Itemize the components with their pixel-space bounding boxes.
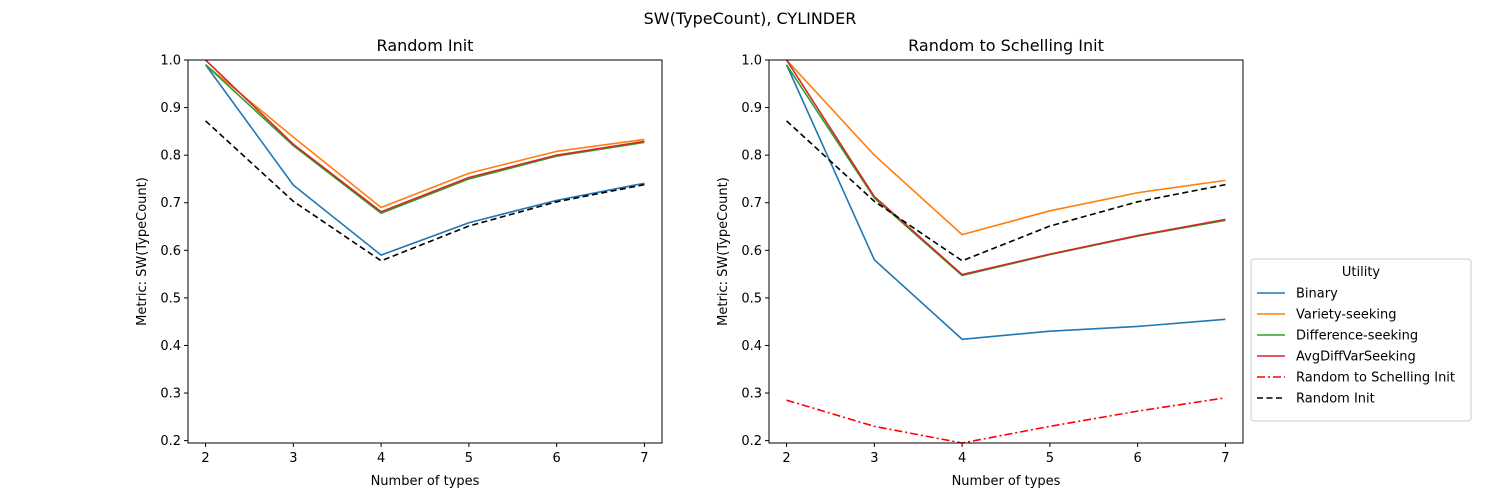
legend-label: Variety-seeking [1296,308,1396,323]
x-axis-label: Number of types [952,474,1061,489]
x-axis-label: Number of types [371,474,480,489]
axes-frame [768,59,1244,444]
chart-panels: 2 3 4 5 6 7 0.2 0.3 0.4 0.5 0.6 0.7 0.8 0.9 1.0 Random … [135,36,1244,489]
series-line-binary [785,64,1226,341]
legend-label: Random Init [1296,392,1375,407]
legend-label: Random to Schelling Init [1296,371,1455,386]
y-tick-label: 1.0 [741,54,762,69]
x-tick-label: 5 [1046,451,1054,466]
x-tick-label: 4 [377,451,385,466]
series-line-variety-seeking [785,60,1226,236]
legend-label: AvgDiffVarSeeking [1296,350,1416,365]
y-tick-label: 0.9 [160,101,181,116]
series-line-random-init [205,120,645,262]
chart-panel-1: 2 3 4 5 6 7 0.2 0.3 0.4 0.5 0.6 0.7 0.8 0.9 1.0 Random … [135,36,663,489]
legend-entry: Random Init [1257,392,1375,407]
x-tick-label: 7 [640,451,648,466]
series-lines [204,60,645,262]
legend-entry: AvgDiffVarSeeking [1257,350,1416,365]
legend-title: Utility [1342,265,1381,280]
x-tick-label: 5 [465,451,473,466]
x-tick-label: 7 [1221,451,1229,466]
y-tick-label: 0.7 [741,196,762,211]
y-tick-label: 0.2 [741,434,762,449]
legend-box [1250,258,1472,422]
series-line-random-to-schelling-init [786,397,1226,443]
x-tick-label: 2 [782,451,790,466]
y-tick-label: 0.8 [741,149,762,164]
y-tick-label: 0.5 [160,291,181,306]
series-line-avgdiffvarseeking [785,60,1226,276]
x-tick-label: 3 [289,451,297,466]
series-line-avgdiffvarseeking [205,60,645,213]
x-tick-label: 6 [553,451,561,466]
legend-label: Binary [1296,287,1338,302]
y-tick-label: 0.2 [160,434,181,449]
series-lines [785,60,1226,443]
x-tick-label: 6 [1134,451,1142,466]
legend: Utility Binary Variety-seeking Difference-s… [1250,258,1472,422]
series-line-binary [204,64,645,256]
x-tick-label: 4 [958,451,966,466]
chart-title: Random Init [377,36,474,55]
y-tick-label: 0.3 [741,387,762,402]
y-tick-label: 0.8 [160,149,181,164]
legend-entry: Binary [1257,287,1338,302]
y-tick-label: 0.7 [160,196,181,211]
legend-entry: Difference-seeking [1257,329,1418,344]
x-tick-label: 2 [201,451,209,466]
y-axis-label: Metric: SW(TypeCount) [135,177,150,326]
series-line-difference-seeking [205,64,645,214]
chart-title: Random to Schelling Init [908,36,1104,55]
y-tick-label: 0.6 [160,244,181,259]
x-tick-label: 3 [870,451,878,466]
y-tick-label: 0.4 [160,339,181,354]
y-tick-label: 1.0 [160,54,181,69]
y-axis-label: Metric: SW(TypeCount) [716,177,731,326]
figure-suptitle: SW(TypeCount), CYLINDER [644,9,857,28]
chart-panel-2: 2 3 4 5 6 7 0.2 0.3 0.4 0.5 0.6 0.7 0.8 0.9 1.0 Random … [716,36,1244,489]
series-line-random-init [786,120,1226,262]
y-tick-label: 0.5 [741,291,762,306]
axes-frame [187,59,663,444]
y-tick-label: 0.6 [741,244,762,259]
legend-entry: Random to Schelling Init [1257,371,1455,386]
y-tick-label: 0.3 [160,387,181,402]
y-tick-label: 0.4 [741,339,762,354]
series-line-variety-seeking [205,64,645,209]
legend-label: Difference-seeking [1296,329,1418,344]
legend-entry: Variety-seeking [1257,308,1396,323]
y-tick-label: 0.9 [741,101,762,116]
